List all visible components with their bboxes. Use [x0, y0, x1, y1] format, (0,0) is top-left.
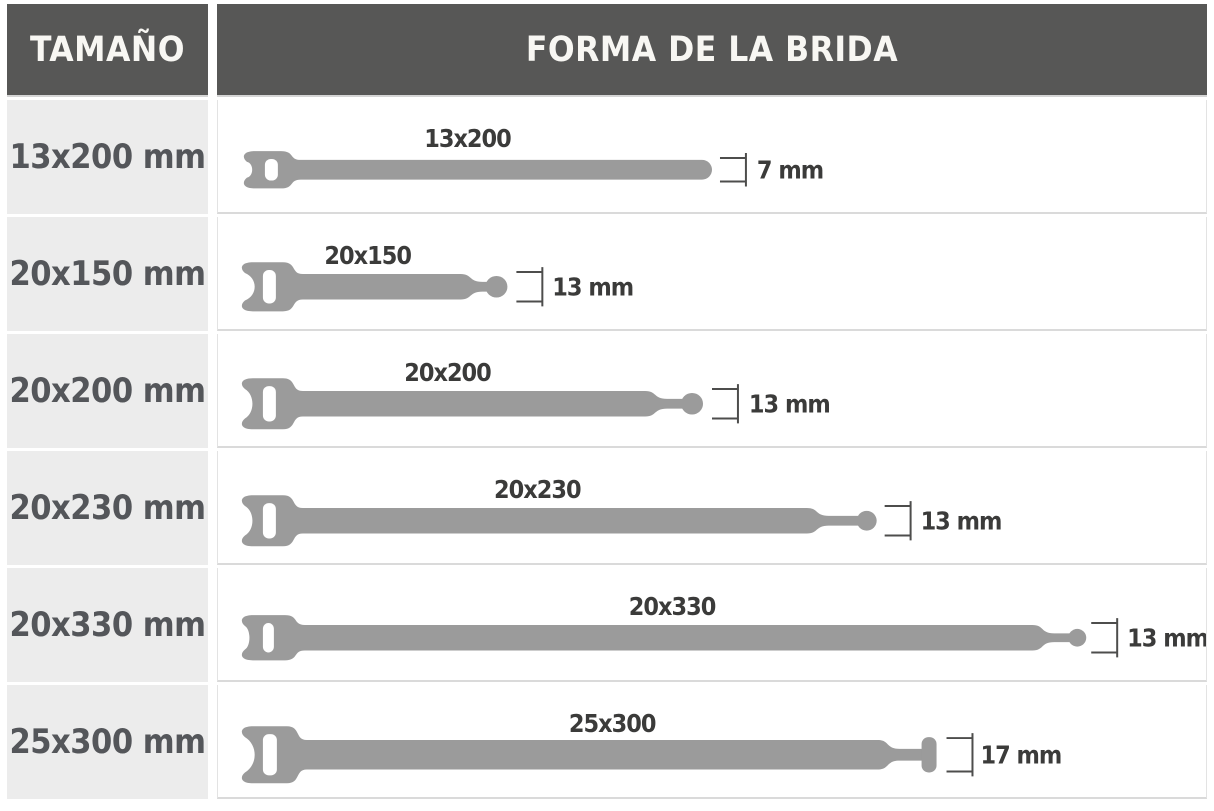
tie-dimension-label: 20x230 — [494, 475, 581, 504]
tie-ball-tip — [485, 275, 508, 298]
size-cell: 20x200 mm — [7, 334, 208, 448]
shape-cell: 20x230 13 mm — [217, 451, 1207, 565]
size-cell: 25x300 mm — [7, 685, 208, 799]
cable-tie-illustration: 25x300 17 mm — [241, 709, 1062, 784]
cable-tie-illustration: 13x200 7 mm — [243, 124, 824, 189]
table-row: 20x230 mm 20x230 13 mm — [7, 451, 1207, 565]
tie-dimension-label: 20x330 — [629, 592, 716, 621]
column-gap — [208, 217, 217, 331]
tie-body — [241, 615, 1078, 661]
shape-cell: 20x200 13 mm — [217, 334, 1207, 448]
table-row: 13x200 mm 13x200 7 mm — [7, 100, 1207, 214]
dimension-bracket — [712, 384, 739, 424]
size-label: 25x300 mm — [9, 722, 206, 762]
cable-tie-illustration: 20x150 13 mm — [241, 241, 634, 312]
tie-ball-tip — [681, 392, 704, 415]
size-cell: 20x330 mm — [7, 568, 208, 682]
buckle-slot — [262, 734, 277, 776]
buckle-slot — [262, 623, 274, 653]
column-gap — [208, 334, 217, 448]
tie-dimension-label: 20x200 — [404, 358, 491, 387]
table-row: 20x200 mm 20x200 13 mm — [7, 334, 1207, 448]
tie-width-label: 13 mm — [921, 507, 1002, 536]
tie-body — [243, 151, 712, 189]
cable-tie-illustration: 20x230 13 mm — [241, 475, 1002, 547]
shape-cell: 20x150 13 mm — [217, 217, 1207, 331]
tie-ball-tip — [1068, 628, 1087, 647]
size-column-header-label: TAMAÑO — [30, 29, 185, 70]
column-gap — [208, 4, 217, 97]
tie-body — [241, 378, 693, 430]
tie-width-label: 13 mm — [1127, 624, 1206, 653]
buckle-slot — [262, 270, 276, 304]
buckle-slot — [262, 503, 276, 539]
size-label: 20x230 mm — [9, 488, 206, 528]
column-gap — [208, 100, 217, 214]
tie-bar-tip — [921, 737, 937, 773]
size-label: 20x200 mm — [9, 371, 206, 411]
size-label: 20x330 mm — [9, 605, 206, 645]
buckle-slot — [262, 386, 276, 422]
tie-width-label: 13 mm — [749, 390, 830, 419]
tie-body — [241, 262, 497, 312]
size-cell: 20x150 mm — [7, 217, 208, 331]
size-cell: 13x200 mm — [7, 100, 208, 214]
table-header-row: TAMAÑO FORMA DE LA BRIDA — [7, 4, 1207, 97]
tie-dimension-label: 20x150 — [324, 241, 411, 270]
tie-body — [241, 495, 867, 547]
shape-cell: 13x200 7 mm — [217, 100, 1207, 214]
dimension-bracket — [946, 733, 974, 777]
size-label: 13x200 mm — [9, 137, 206, 177]
cable-tie-illustration: 20x330 13 mm — [241, 592, 1206, 661]
column-gap — [208, 685, 217, 799]
tie-dimension-label: 13x200 — [424, 124, 511, 153]
size-label: 20x150 mm — [9, 254, 206, 294]
column-gap — [208, 568, 217, 682]
cable-tie-illustration: 20x200 13 mm — [241, 358, 831, 430]
tie-dimension-label: 25x300 — [569, 709, 656, 738]
table-row: 25x300 mm 25x300 17 mm — [7, 685, 1207, 799]
shape-cell: 20x330 13 mm — [217, 568, 1207, 682]
tie-ball-tip — [856, 510, 877, 531]
dimension-bracket — [1091, 618, 1119, 658]
tie-width-label: 13 mm — [552, 273, 633, 302]
shape-column-header: FORMA DE LA BRIDA — [217, 4, 1207, 97]
tie-width-label: 17 mm — [980, 741, 1061, 770]
buckle-slot — [264, 158, 278, 181]
table-row: 20x150 mm 20x150 13 mm — [7, 217, 1207, 331]
tie-body — [241, 726, 927, 784]
dimension-bracket — [884, 501, 912, 541]
tie-width-label: 7 mm — [757, 156, 823, 185]
dimension-bracket — [516, 267, 544, 307]
dimension-bracket — [719, 153, 747, 187]
shape-column-header-label: FORMA DE LA BRIDA — [525, 29, 899, 70]
size-column-header: TAMAÑO — [7, 4, 208, 97]
column-gap — [208, 451, 217, 565]
size-cell: 20x230 mm — [7, 451, 208, 565]
table-row: 20x330 mm 20x330 13 mm — [7, 568, 1207, 682]
shape-cell: 25x300 17 mm — [217, 685, 1207, 799]
